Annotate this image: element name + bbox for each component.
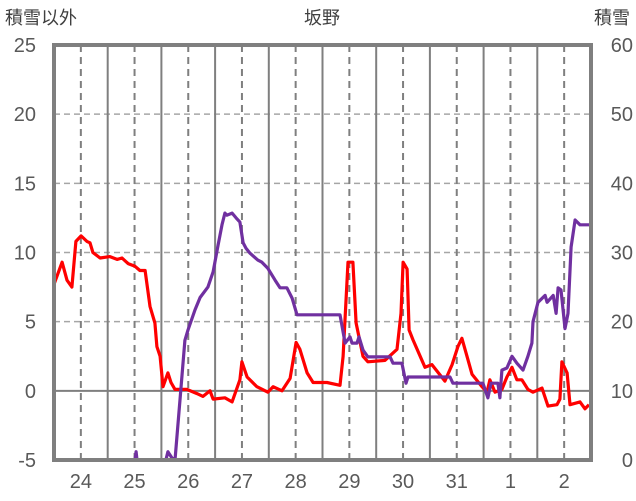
x-tick-label: 28 (285, 471, 307, 493)
chart-title: 坂野 (304, 8, 340, 29)
x-tick-label: 27 (231, 471, 253, 493)
series-lines (52, 211, 591, 462)
y-right-tick-label: 60 (611, 35, 633, 57)
y-left-tick-label: 0 (25, 381, 36, 403)
x-tick-label: 30 (392, 471, 414, 493)
y-left-tick-label: 15 (14, 173, 36, 195)
x-tick-label: 25 (123, 471, 145, 493)
right-axis-title: 積雪 (594, 8, 630, 29)
y-right-tick-label: 50 (611, 104, 633, 126)
y-right-tick-label: 10 (611, 381, 633, 403)
x-tick-label: 29 (338, 471, 360, 493)
y-right-tick-label: 30 (611, 243, 633, 265)
y-left-tick-label: 10 (14, 243, 36, 265)
tick-labels: -5 0 5 10 15 20 25 0 10 20 30 40 50 60 24 25 26 27 28 29 30 3… (14, 35, 633, 493)
left-axis-title: 積雪以外 (5, 8, 77, 29)
plot-frame (52, 43, 593, 462)
x-tick-label: 24 (70, 471, 92, 493)
y-right-tick-label: 0 (622, 450, 633, 472)
x-tick-label: 1 (505, 471, 516, 493)
y-left-tick-label: 20 (14, 104, 36, 126)
series-line-non-snow (52, 234, 591, 411)
series-line-snow-depth (54, 211, 589, 462)
y-left-tick-label: -5 (18, 450, 36, 472)
y-left-tick-label: 25 (14, 35, 36, 57)
grid (54, 45, 591, 460)
x-tick-label: 31 (446, 471, 468, 493)
y-right-tick-label: 40 (611, 173, 633, 195)
y-right-tick-label: 20 (611, 312, 633, 334)
x-tick-label: 26 (177, 471, 199, 493)
y-left-tick-label: 5 (25, 312, 36, 334)
plot-border (52, 43, 593, 462)
x-tick-label: 2 (559, 471, 570, 493)
